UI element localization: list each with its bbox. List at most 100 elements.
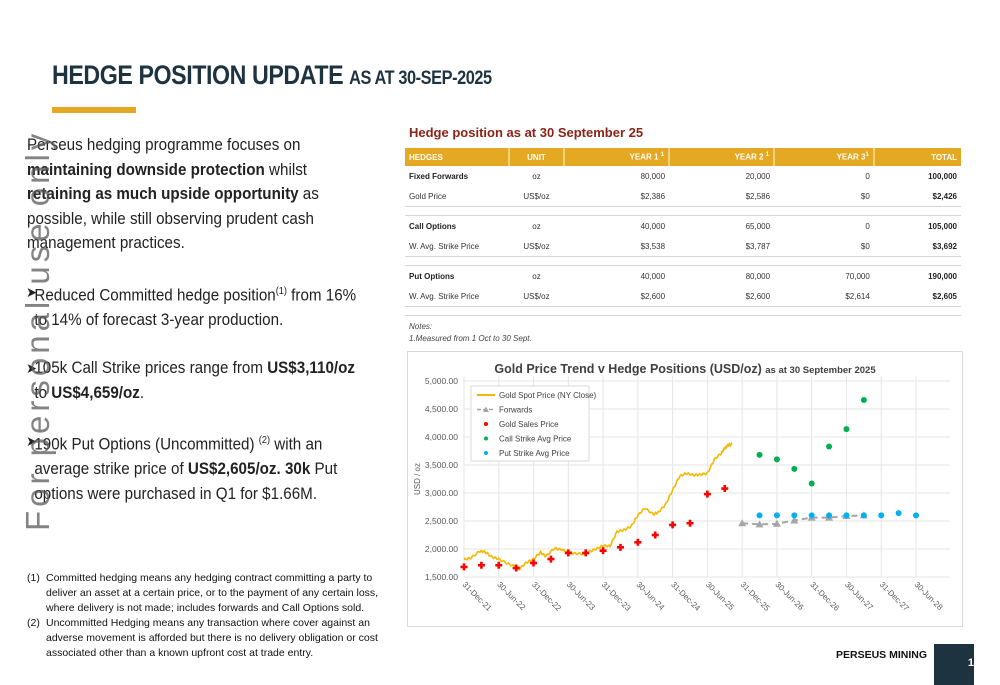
data-point-put-strike-avg-price	[791, 512, 798, 519]
page-number-box: 1	[934, 644, 974, 685]
legend-label: Gold Sales Price	[499, 420, 559, 429]
x-tick-label: 30-Jun-28	[913, 580, 945, 612]
column-header: YEAR 2 1	[669, 148, 776, 166]
legend-swatch-put-strike-avg-price	[484, 451, 488, 455]
footnote-number: (2)	[27, 617, 40, 629]
x-tick-label: 30-Jun-22	[495, 580, 527, 612]
column-header: YEAR 31	[774, 148, 875, 166]
data-point-put-strike-avg-price	[878, 512, 885, 519]
x-tick-label: 30-Jun-23	[565, 580, 597, 612]
y-tick-label: 5,000.00	[425, 376, 458, 386]
table-row: Call Options oz 40,000 65,000 0 105,000	[405, 216, 961, 237]
table-cell: US$/oz	[523, 291, 550, 301]
table-cell: $0	[860, 241, 870, 251]
data-point-gold-sales-price	[721, 485, 729, 493]
table-cell: Call Options	[409, 221, 457, 231]
table-cell: $2,614	[845, 291, 870, 301]
footnote: (1) Committed hedging means any hedging c…	[27, 571, 397, 616]
footnote: (2) Uncommitted Hedging means any transac…	[27, 616, 397, 661]
data-point-put-strike-avg-price	[826, 512, 833, 519]
table-cell: Fixed Forwards	[409, 171, 469, 181]
footnote-ref: (1)	[275, 285, 287, 297]
legend-swatch-forwards	[483, 406, 489, 412]
summary-text: Perseus hedging programme focuses on mai…	[26, 133, 367, 506]
y-axis-label: USD / oz	[413, 463, 422, 495]
data-point-forwards	[790, 516, 799, 524]
data-point-gold-sales-price	[703, 490, 711, 498]
table-cell: $2,600	[745, 291, 771, 301]
data-point-gold-sales-price	[460, 563, 468, 571]
table-cell: $3,692	[932, 241, 957, 251]
data-point-call-strike-avg-price	[843, 426, 850, 433]
x-tick-label: 30-Jun-27	[843, 580, 875, 612]
bullet-text: Put options were purchased in Q1 for $1.…	[34, 460, 338, 503]
footnotes: (1) Committed hedging means any hedging c…	[27, 571, 397, 661]
data-point-gold-sales-price	[582, 549, 590, 557]
table-cell: 70,000	[845, 271, 870, 281]
footer-brand: PERSEUS MINING	[836, 649, 928, 661]
data-point-put-strike-avg-price	[808, 512, 815, 519]
chart-legend	[470, 385, 590, 462]
y-tick-label: 4,000.00	[425, 432, 458, 442]
table-cell: 100,000	[928, 171, 957, 181]
table-cell: oz	[532, 221, 541, 231]
data-point-put-strike-avg-price	[773, 512, 780, 519]
data-point-put-strike-avg-price	[843, 512, 850, 519]
footnote-ref: (2)	[258, 435, 271, 446]
table-cell: $3,538	[640, 241, 666, 251]
data-point-forwards	[738, 519, 747, 527]
gold-price-chart: Gold Price Trend v Hedge Positions (USD/…	[407, 351, 963, 627]
table-row: W. Avg. Strike Price US$/oz $3,538 $3,787 $0…	[405, 236, 961, 257]
intro-text: as possible, while still observing prude…	[27, 185, 319, 252]
column-header: TOTAL	[873, 148, 961, 166]
table-row: W. Avg. Strike Price US$/oz $2,600 $2,600 $2…	[405, 286, 961, 307]
x-tick-label: 31-Dec-21	[461, 580, 494, 613]
legend-label: Put Strike Avg Price	[499, 449, 570, 458]
table-cell: US$/oz	[523, 191, 550, 201]
bullet-text: from 16% to 14% of forecast 3-year produ…	[34, 286, 357, 329]
table-header-row: HEDGES UNIT YEAR 1 1 YEAR 2 1 YEAR 31 TO…	[405, 148, 961, 166]
data-point-gold-sales-price	[564, 549, 572, 557]
data-point-call-strike-avg-price	[773, 456, 780, 463]
arrow-bullet-icon: ➤	[26, 433, 37, 449]
table-cell: oz	[532, 271, 541, 281]
table-cell: 105,000	[928, 221, 957, 231]
bullet-text: 190k Put Options (Uncommitted)	[34, 435, 259, 454]
table-cell: W. Avg. Strike Price	[409, 241, 480, 251]
data-point-gold-sales-price	[599, 547, 607, 555]
table-notes: Notes: 1.Measured from 1 Oct to 30 Sept.	[409, 321, 532, 345]
intro-bold: retaining as much upside opportunity	[27, 185, 299, 203]
data-point-gold-sales-price	[669, 521, 677, 529]
intro-text: whilst	[264, 160, 308, 179]
legend-label: Gold Spot Price (NY Close)	[499, 391, 597, 400]
bullet-text: .	[139, 383, 145, 402]
x-tick-label: 31-Dec-24	[669, 580, 702, 613]
bullet-text: with an average strike price of	[34, 435, 323, 479]
legend-swatch-call-strike-avg-price	[484, 436, 488, 441]
x-tick-label: 31-Dec-25	[739, 580, 772, 613]
column-header: HEDGES	[405, 148, 510, 166]
table-cell: 20,000	[745, 171, 771, 181]
x-tick-label: 30-Jun-25	[704, 580, 736, 612]
arrow-bullet-icon: ➤	[26, 360, 37, 376]
table-cell: 80,000	[640, 171, 666, 181]
table-cell: 80,000	[745, 271, 771, 281]
table-cell: Gold Price	[409, 191, 447, 201]
data-point-gold-sales-price	[651, 531, 659, 539]
table-cell: $2,426	[932, 191, 957, 201]
bullet-call-strike: ➤ 105k Call Strike prices range from US$3…	[26, 356, 366, 405]
x-tick-label: 30-Jun-26	[774, 580, 806, 612]
data-point-call-strike-avg-price	[860, 397, 867, 404]
intro-bold: maintaining downside protection	[27, 160, 265, 179]
intro-paragraph: Perseus hedging programme focuses on mai…	[27, 133, 358, 256]
table-cell: $0	[860, 191, 870, 201]
notes-label: Notes:	[409, 322, 433, 331]
table-cell: Put Options	[409, 271, 455, 281]
x-tick-label: 31-Dec-22	[530, 580, 563, 613]
table-cell: $3,787	[745, 241, 771, 251]
table-cell: 40,000	[640, 271, 666, 281]
x-tick-label: 31-Dec-26	[808, 580, 841, 613]
chart-title: Gold Price Trend v Hedge Positions (USD/…	[494, 362, 876, 376]
data-point-gold-sales-price	[686, 519, 694, 527]
table-cell: 65,000	[745, 221, 771, 231]
